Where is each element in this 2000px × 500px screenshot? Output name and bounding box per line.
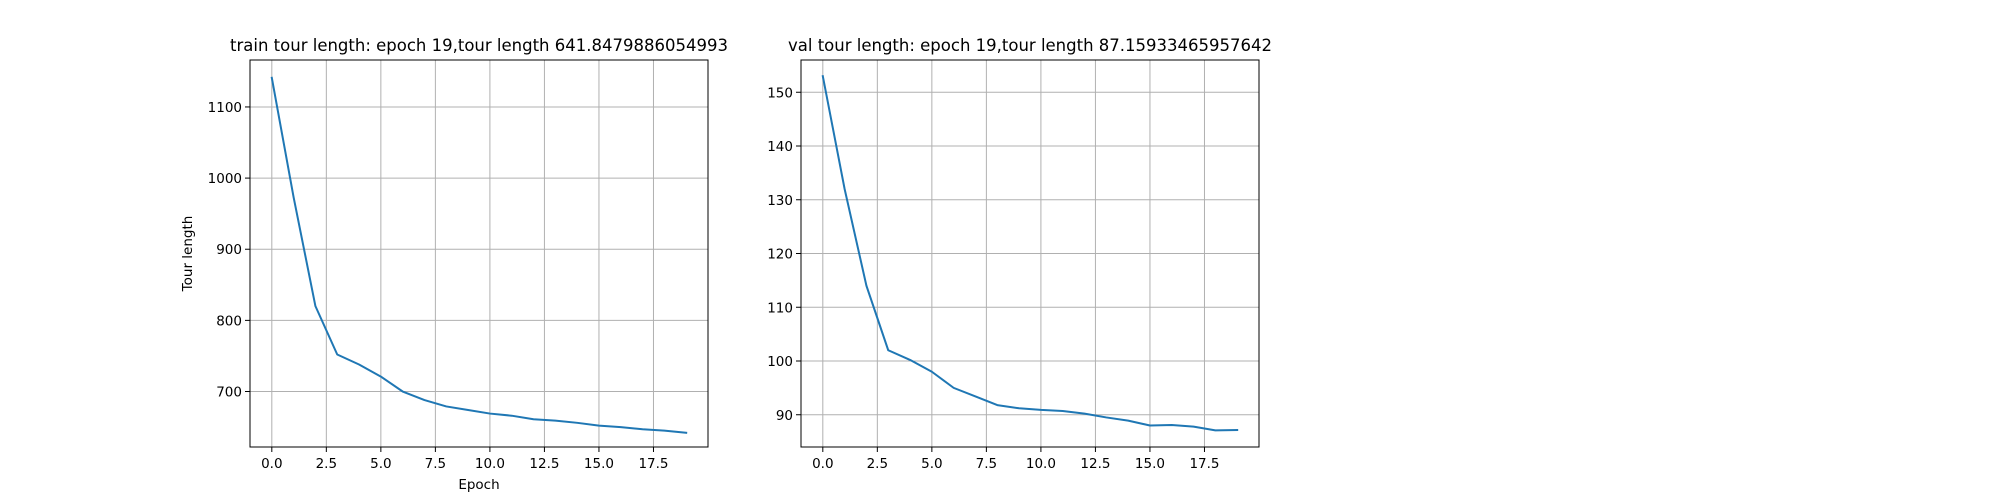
train-y-tick-label: 700 bbox=[216, 385, 242, 401]
train-x-ticks: 0.0 2.5 5.0 7.5 10.0 12.5 15.0 17.5 bbox=[261, 447, 669, 472]
val-grid bbox=[801, 60, 1259, 447]
val-y-ticks: 90 100 110 120 130 140 150 bbox=[767, 85, 801, 424]
train-y-tick-label: 800 bbox=[216, 313, 242, 329]
val-y-tick-label: 90 bbox=[776, 408, 793, 424]
train-x-tick-label: 15.0 bbox=[584, 456, 614, 472]
val-x-tick-label: 17.5 bbox=[1189, 456, 1219, 472]
train-x-tick-label: 7.5 bbox=[425, 456, 446, 472]
train-x-tick-label: 0.0 bbox=[261, 456, 282, 472]
val-x-tick-label: 5.0 bbox=[921, 456, 942, 472]
train-x-tick-label: 17.5 bbox=[638, 456, 668, 472]
train-y-tick-label: 1000 bbox=[208, 171, 242, 187]
val-series-line bbox=[821, 74, 1239, 432]
val-y-tick-label: 100 bbox=[767, 354, 793, 370]
train-y-tick-label: 1100 bbox=[208, 100, 242, 116]
val-x-tick-label: 0.0 bbox=[812, 456, 833, 472]
train-y-tick-label: 900 bbox=[216, 242, 242, 258]
train-grid bbox=[250, 60, 708, 447]
train-x-tick-label: 12.5 bbox=[529, 456, 559, 472]
train-x-axis-label: Epoch bbox=[458, 477, 499, 493]
val-x-tick-label: 10.0 bbox=[1026, 456, 1056, 472]
val-y-tick-label: 140 bbox=[767, 139, 793, 155]
val-x-tick-label: 7.5 bbox=[976, 456, 997, 472]
train-x-tick-label: 5.0 bbox=[370, 456, 391, 472]
train-series-line bbox=[270, 76, 688, 434]
val-y-tick-label: 150 bbox=[767, 85, 793, 101]
val-x-tick-label: 15.0 bbox=[1135, 456, 1165, 472]
train-plot-frame bbox=[249, 59, 709, 448]
train-y-axis-label: Tour length bbox=[180, 216, 196, 293]
val-x-tick-label: 2.5 bbox=[867, 456, 888, 472]
train-chart-title: train tour length: epoch 19,tour length … bbox=[230, 36, 728, 55]
val-chart-title: val tour length: epoch 19,tour length 87… bbox=[788, 36, 1272, 55]
val-chart: 0.0 2.5 5.0 7.5 10.0 12.5 15.0 17.5 90 100 110 120… bbox=[767, 36, 1272, 472]
val-x-ticks: 0.0 2.5 5.0 7.5 10.0 12.5 15.0 17.5 bbox=[812, 447, 1220, 472]
val-y-tick-label: 130 bbox=[767, 193, 793, 209]
val-x-tick-label: 12.5 bbox=[1080, 456, 1110, 472]
train-x-tick-label: 2.5 bbox=[316, 456, 337, 472]
val-y-tick-label: 120 bbox=[767, 247, 793, 263]
train-chart: 0.0 2.5 5.0 7.5 10.0 12.5 15.0 17.5 700 800 900 10… bbox=[180, 36, 728, 493]
train-y-ticks: 700 800 900 1000 1100 bbox=[208, 100, 250, 401]
val-y-tick-label: 110 bbox=[767, 300, 793, 316]
train-x-tick-label: 10.0 bbox=[475, 456, 505, 472]
